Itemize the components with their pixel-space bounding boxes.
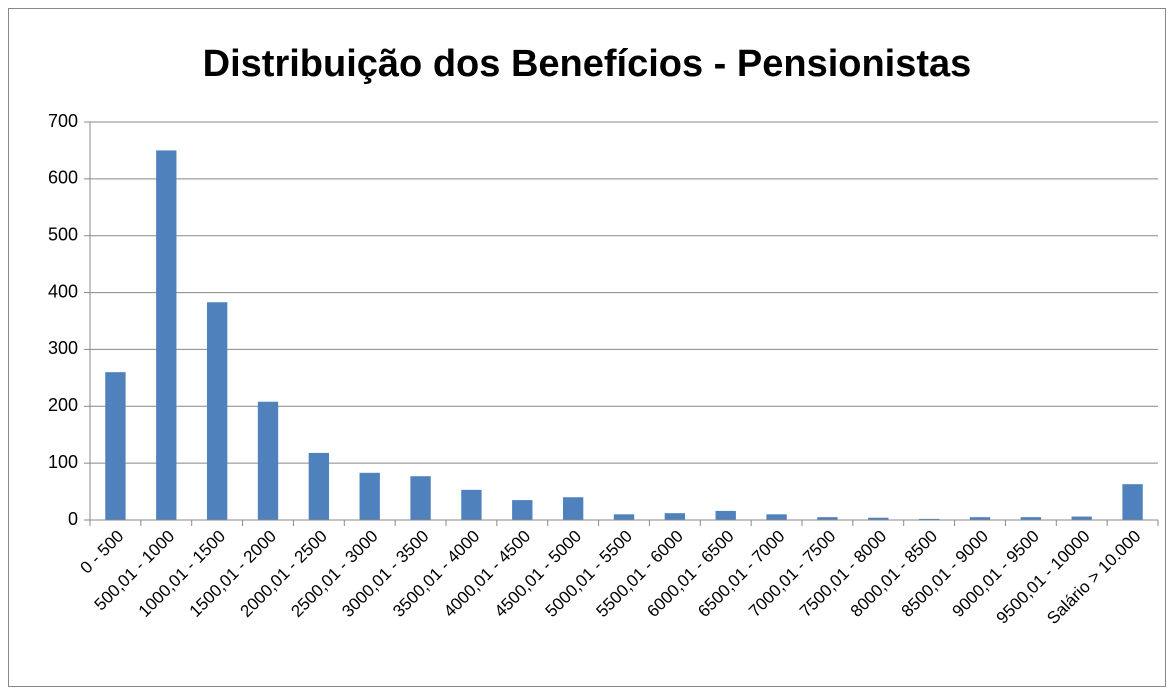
bar <box>461 489 482 520</box>
y-tick-label: 100 <box>48 452 78 472</box>
bar <box>918 518 940 520</box>
bar <box>359 472 380 520</box>
bar <box>1071 516 1092 520</box>
y-tick-label: 500 <box>48 224 78 244</box>
bar <box>156 150 177 520</box>
bar <box>766 514 787 520</box>
y-tick-label: 700 <box>48 111 78 131</box>
bar <box>308 452 330 520</box>
bar <box>715 510 736 520</box>
bar <box>868 517 889 520</box>
bar <box>410 476 431 520</box>
bar <box>664 513 686 520</box>
bar <box>1122 484 1143 520</box>
bar <box>817 517 838 520</box>
bar <box>512 500 533 520</box>
bar <box>1020 517 1042 520</box>
y-tick-label: 300 <box>48 338 78 358</box>
bar <box>206 302 228 520</box>
bar <box>105 372 126 520</box>
y-tick-label: 0 <box>68 509 78 529</box>
bar <box>613 514 635 520</box>
y-tick-label: 400 <box>48 281 78 301</box>
bar <box>969 517 991 520</box>
chart-title: Distribuição dos Benefícios - Pensionist… <box>203 43 972 85</box>
bar <box>562 497 584 520</box>
bar <box>257 401 279 520</box>
y-tick-label: 200 <box>48 395 78 415</box>
y-tick-label: 600 <box>48 168 78 188</box>
